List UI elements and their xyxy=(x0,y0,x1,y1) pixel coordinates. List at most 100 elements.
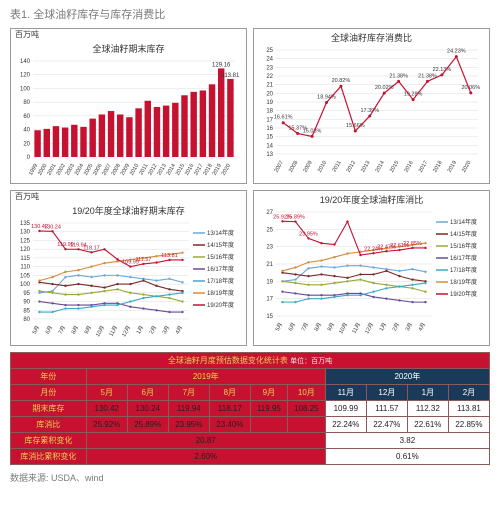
svg-text:2月: 2月 xyxy=(148,325,158,336)
svg-text:13/14年度: 13/14年度 xyxy=(207,229,234,237)
svg-text:95: 95 xyxy=(23,291,30,297)
svg-text:100: 100 xyxy=(20,86,31,92)
svg-text:23.95%: 23.95% xyxy=(299,231,318,237)
svg-text:25.89%: 25.89% xyxy=(286,215,305,221)
chart3-svg: 808590951001051101151201251301355月6月7月8月… xyxy=(11,219,239,345)
svg-text:135: 135 xyxy=(20,221,31,227)
svg-text:60: 60 xyxy=(23,114,30,120)
svg-text:2020: 2020 xyxy=(461,160,472,174)
svg-text:120: 120 xyxy=(20,73,31,79)
svg-text:19.28%: 19.28% xyxy=(404,92,423,98)
svg-text:18/19年度: 18/19年度 xyxy=(450,278,477,286)
chart1-svg: 0204060801001201401999200020012002200320… xyxy=(11,57,239,183)
svg-text:7月: 7月 xyxy=(57,325,67,336)
page-title: 表1. 全球油籽库存与库存消费比 xyxy=(10,6,490,22)
svg-text:2014: 2014 xyxy=(375,160,386,174)
svg-text:16/17年度: 16/17年度 xyxy=(207,265,234,273)
svg-text:22: 22 xyxy=(266,74,273,80)
svg-text:3月: 3月 xyxy=(161,325,171,336)
chart3-title: 19/20年度全球油籽期末库存 xyxy=(11,202,246,219)
svg-text:2016: 2016 xyxy=(403,160,414,174)
svg-text:8月: 8月 xyxy=(70,325,80,336)
svg-text:125: 125 xyxy=(20,238,31,244)
svg-text:110: 110 xyxy=(20,265,30,271)
svg-text:113.81: 113.81 xyxy=(221,73,239,79)
svg-text:9月: 9月 xyxy=(326,322,336,333)
svg-text:2011: 2011 xyxy=(332,160,343,173)
svg-text:2019: 2019 xyxy=(447,160,458,174)
svg-text:20: 20 xyxy=(266,91,273,97)
svg-text:23: 23 xyxy=(266,245,273,251)
svg-text:19: 19 xyxy=(266,100,273,106)
svg-text:19/20年度: 19/20年度 xyxy=(450,290,477,298)
svg-text:17: 17 xyxy=(266,117,273,123)
svg-text:17/18年度: 17/18年度 xyxy=(450,266,477,274)
svg-text:14: 14 xyxy=(266,143,273,149)
chart-1: 百万吨 全球油籽期末库存 020406080100120140199920002… xyxy=(10,28,247,184)
chart-2: 全球油籽库存消费比 131415161718192021222324252007… xyxy=(253,28,490,184)
svg-text:15/16年度: 15/16年度 xyxy=(450,242,477,250)
chart2-svg: 1314151617181920212223242520072008200920… xyxy=(254,46,482,180)
svg-text:113.81: 113.81 xyxy=(161,253,177,259)
svg-text:2020: 2020 xyxy=(221,163,232,177)
svg-text:21.38%: 21.38% xyxy=(389,73,408,79)
svg-text:14/15年度: 14/15年度 xyxy=(207,241,234,249)
svg-text:140: 140 xyxy=(20,59,31,65)
chart2-title: 全球油籽库存消费比 xyxy=(254,29,489,46)
svg-text:0: 0 xyxy=(27,155,31,161)
svg-text:40: 40 xyxy=(23,128,30,134)
chart-3: 百万吨 19/20年度全球油籽期末库存 80859095100105110115… xyxy=(10,190,247,346)
svg-text:7月: 7月 xyxy=(300,322,310,333)
svg-text:130: 130 xyxy=(20,230,31,236)
svg-text:15: 15 xyxy=(266,135,273,141)
svg-text:120: 120 xyxy=(20,247,31,253)
svg-text:16/17年度: 16/17年度 xyxy=(450,254,477,262)
svg-text:2012: 2012 xyxy=(346,160,357,174)
svg-text:15/16年度: 15/16年度 xyxy=(207,253,234,261)
svg-text:2009: 2009 xyxy=(302,160,313,174)
svg-text:10月: 10月 xyxy=(337,322,349,336)
svg-text:2010: 2010 xyxy=(129,163,140,177)
svg-text:13/14年度: 13/14年度 xyxy=(450,218,477,226)
svg-text:100: 100 xyxy=(20,282,31,288)
svg-text:2007: 2007 xyxy=(274,160,285,174)
svg-text:17: 17 xyxy=(266,297,273,303)
chart-4: 19/20年度全球油籽库消比 151719212325275月6月7月8月9月1… xyxy=(253,190,490,346)
svg-text:118.17: 118.17 xyxy=(83,245,99,251)
svg-text:24.23%: 24.23% xyxy=(447,49,466,55)
svg-text:23: 23 xyxy=(266,65,273,71)
svg-text:17.39%: 17.39% xyxy=(360,108,379,114)
svg-text:11月: 11月 xyxy=(351,322,363,335)
svg-text:1月: 1月 xyxy=(135,325,145,336)
svg-text:17/18年度: 17/18年度 xyxy=(207,277,234,285)
footer-source: 数据来源: USDA、wind xyxy=(10,471,490,484)
svg-text:20: 20 xyxy=(23,141,30,147)
svg-text:21: 21 xyxy=(266,83,273,89)
svg-text:130.24: 130.24 xyxy=(44,224,61,230)
svg-text:2月: 2月 xyxy=(391,322,401,333)
svg-text:14/15年度: 14/15年度 xyxy=(450,230,477,238)
svg-text:13: 13 xyxy=(266,152,273,158)
chart3-ylabel: 百万吨 xyxy=(11,191,246,202)
svg-text:5月: 5月 xyxy=(31,325,41,336)
svg-text:2013: 2013 xyxy=(360,160,371,174)
svg-text:90: 90 xyxy=(23,300,30,306)
charts-grid: 百万吨 全球油籽期末库存 020406080100120140199920002… xyxy=(10,28,490,346)
svg-text:15.03%: 15.03% xyxy=(303,128,322,134)
svg-text:19: 19 xyxy=(266,279,273,285)
chart4-svg: 151719212325275月6月7月8月9月10月11月12月1月2月3月4… xyxy=(254,208,482,342)
svg-text:3月: 3月 xyxy=(404,322,414,333)
svg-text:2018: 2018 xyxy=(432,160,443,174)
svg-text:19/20年度: 19/20年度 xyxy=(207,301,234,309)
svg-text:20.82%: 20.82% xyxy=(332,78,351,84)
svg-text:12月: 12月 xyxy=(120,325,132,339)
svg-text:111.57: 111.57 xyxy=(135,257,151,263)
svg-text:20.06%: 20.06% xyxy=(461,85,480,91)
svg-text:12月: 12月 xyxy=(363,322,375,336)
svg-text:5月: 5月 xyxy=(274,322,284,333)
data-table: 全球油籽月度预估数据变化统计表 单位：百万吨年份2019年2020年月份5月6月… xyxy=(10,352,490,465)
chart1-title: 全球油籽期末库存 xyxy=(11,40,246,57)
svg-text:22.13%: 22.13% xyxy=(433,67,452,73)
svg-text:115: 115 xyxy=(20,256,30,262)
svg-text:18/19年度: 18/19年度 xyxy=(207,289,234,297)
